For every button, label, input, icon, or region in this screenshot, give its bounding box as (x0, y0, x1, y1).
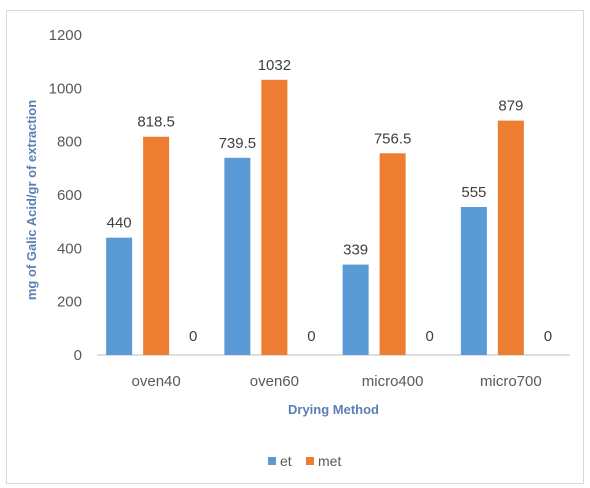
data-label: 739.5 (219, 135, 257, 152)
chart-frame (6, 10, 584, 484)
data-label: 555 (461, 184, 486, 201)
y-tick-label: 200 (57, 294, 82, 311)
legend: et met (268, 453, 341, 469)
y-tick-label: 800 (57, 134, 82, 151)
data-label: 756.5 (374, 130, 412, 147)
x-tick-label: oven40 (132, 373, 181, 390)
data-label: 440 (107, 215, 132, 232)
bar-met-micro700 (497, 120, 524, 355)
bars (106, 79, 524, 356)
y-tick-label: 600 (57, 187, 82, 204)
x-tick-label: oven60 (250, 373, 299, 390)
bar-et-oven40 (106, 237, 133, 355)
data-label: 0 (189, 328, 197, 345)
x-tick-label: micro400 (362, 373, 424, 390)
data-label: 0 (544, 328, 552, 345)
data-labels: 440 818.5 0 739.5 1032 0 339 756.5 0 555 879 0 (107, 57, 552, 345)
legend-label-et: et (280, 453, 292, 469)
y-axis-ticks: 0 200 400 600 800 1000 1200 (49, 27, 82, 364)
data-label: 818.5 (137, 114, 175, 131)
bar-met-oven40 (143, 136, 170, 355)
y-tick-label: 400 (57, 240, 82, 257)
x-axis-ticks: oven40 oven60 micro400 micro700 (132, 373, 542, 390)
data-label: 1032 (258, 57, 291, 74)
y-tick-label: 1000 (49, 80, 82, 97)
data-label: 879 (498, 98, 523, 115)
data-label: 0 (307, 328, 315, 345)
legend-label-met: met (318, 453, 341, 469)
y-tick-label: 1200 (49, 27, 82, 44)
bar-et-micro400 (342, 264, 369, 355)
x-axis-title: Drying Method (288, 402, 379, 417)
bar-et-oven60 (224, 157, 251, 355)
x-tick-label: micro700 (480, 373, 542, 390)
bar-met-micro400 (379, 153, 406, 355)
y-tick-label: 0 (74, 347, 82, 364)
bar-met-oven60 (261, 79, 288, 356)
legend-swatch-et (268, 457, 276, 465)
data-label: 0 (425, 328, 433, 345)
data-label: 339 (343, 242, 368, 259)
y-axis-title: mg of Galic Acid/gr of extraction (24, 100, 39, 300)
legend-swatch-met (306, 457, 314, 465)
bar-et-micro700 (460, 207, 487, 355)
